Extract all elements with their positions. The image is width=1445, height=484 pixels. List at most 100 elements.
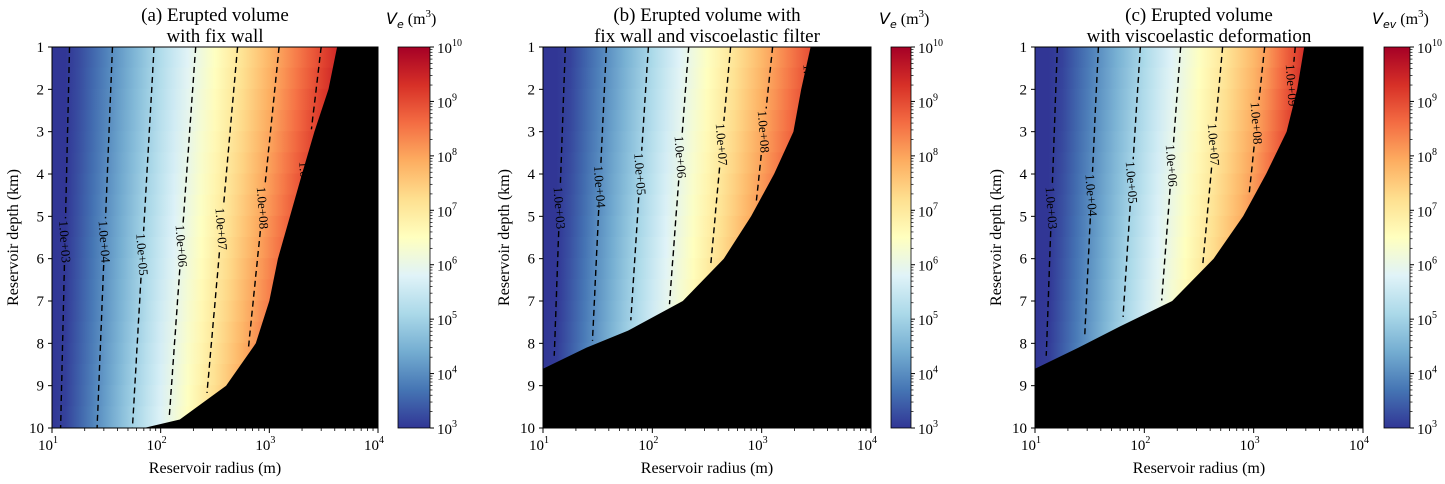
x-tick-label: 103 [255, 435, 275, 454]
contour-line [1045, 46, 1058, 356]
colorbar-tick-label: 108 [1417, 147, 1437, 166]
colorbar-tick-label: 107 [437, 201, 457, 220]
axes-frame [1034, 46, 1364, 429]
colorbar-tick-label: 1010 [918, 38, 943, 57]
chart-title-line: (c) Erupted volume [1125, 5, 1273, 26]
x-tick-label: 103 [1240, 435, 1260, 454]
colorbar-tick-label: 108 [437, 147, 457, 166]
contour-label: 1.0e+09 [800, 63, 818, 106]
colorbar-tick-label: 109 [1417, 92, 1437, 111]
y-tick-label: 5 [1020, 209, 1028, 225]
y-tick-label: 1 [528, 40, 536, 56]
y-tick-label: 9 [1020, 379, 1028, 395]
contour-line [1248, 46, 1266, 194]
no-eruption-region [1035, 47, 1363, 428]
chart-panel-c: 1.0e+03 1.0e+04 1.0e+05 1.0e+06 1.0e+07 1.0e+… [988, 5, 1442, 477]
y-tick-label: 10 [1012, 421, 1027, 437]
colorbar-tick-label: 104 [1417, 365, 1437, 384]
contour-line [553, 46, 566, 356]
chart-title-line: (a) Erupted volume [141, 5, 289, 26]
chart-title-line: with viscoelastic deformation [1087, 26, 1312, 47]
x-tick-label: 102 [147, 435, 167, 454]
y-axis-label: Reservoir depth (km) [496, 169, 513, 306]
colorbar [890, 46, 912, 429]
contour-line [630, 46, 650, 321]
contour-line [1084, 46, 1100, 338]
colorbar-tick-label: 103 [437, 419, 457, 438]
contour-label: 1.0e+06 [173, 224, 191, 268]
axes-frame [51, 46, 379, 429]
y-tick-label: 8 [528, 336, 536, 352]
contour-label: 1.0e+09 [296, 161, 314, 204]
x-tick-label: 104 [364, 435, 384, 454]
colorbar-tick-label: 1010 [437, 38, 462, 57]
heatmap-band [1035, 110, 1363, 133]
contour-line [1122, 46, 1142, 317]
contour-line [1202, 46, 1224, 264]
y-axis-label: Reservoir depth (km) [988, 169, 1005, 306]
colorbar-tick-label: 1010 [1417, 38, 1442, 57]
heatmap-band [543, 88, 871, 111]
y-tick-label: 4 [1020, 167, 1028, 183]
contour-label: 1.0e+07 [713, 123, 731, 167]
chart-title-line: (b) Erupted volume with [613, 5, 801, 26]
y-tick-label: 9 [528, 379, 536, 395]
y-tick-label: 8 [37, 336, 45, 352]
contour-line [168, 46, 197, 418]
contour-line [1293, 47, 1296, 62]
contour-line [755, 46, 774, 201]
contour-label: 1.0e+08 [755, 110, 773, 153]
colorbar-tick-label: 106 [437, 256, 457, 275]
contour-label: 1.0e+05 [1123, 161, 1141, 204]
y-tick-label: 9 [37, 379, 45, 395]
y-tick-label: 5 [37, 209, 45, 225]
chart-panel-b: 1.0e+03 1.0e+04 1.0e+05 1.0e+06 1.0e+07 1.0e+… [496, 5, 943, 477]
x-tick-label: 102 [638, 435, 658, 454]
y-tick-label: 2 [1020, 82, 1028, 98]
x-tick-label: 104 [857, 435, 877, 454]
colorbar-label: Ve (m3) [386, 8, 436, 31]
colorbar-tick-label: 105 [437, 310, 457, 329]
y-tick-label: 6 [1020, 252, 1028, 268]
contour-line [1161, 46, 1182, 301]
y-tick-label: 1 [1020, 40, 1028, 56]
colorbar-tick-label: 105 [1417, 310, 1437, 329]
colorbar-tick-label: 104 [437, 365, 457, 384]
colorbar-tick-label: 103 [918, 419, 938, 438]
contour-line [710, 46, 732, 264]
colorbar-tick-label: 106 [1417, 256, 1437, 275]
heatmap-band [1035, 88, 1363, 111]
x-tick-label: 101 [529, 435, 549, 454]
y-tick-label: 3 [1020, 125, 1028, 141]
y-tick-label: 5 [528, 209, 536, 225]
heatmap-band [543, 110, 871, 133]
contour-label: 1.0e+08 [254, 186, 272, 229]
y-tick-label: 4 [528, 167, 536, 183]
contour-label: 1.0e+07 [213, 207, 231, 251]
no-eruption-region [52, 47, 378, 428]
heatmap-band [52, 173, 378, 196]
y-tick-label: 2 [528, 82, 536, 98]
colorbar-tick-label: 109 [437, 92, 457, 111]
contour-line [668, 46, 690, 305]
colorbar-label: Ve (m3) [879, 8, 929, 31]
y-tick-label: 4 [37, 167, 45, 183]
colorbar-tick-label: 108 [918, 147, 938, 166]
colorbar-tick-label: 107 [918, 201, 938, 220]
contour-line [131, 46, 155, 429]
contour-line [96, 46, 114, 429]
x-axis-label: Reservoir radius (m) [1133, 460, 1265, 477]
chart-title-line: with fix wall [166, 26, 263, 47]
colorbar-tick-label: 109 [918, 92, 938, 111]
heatmap-band [52, 47, 378, 69]
contour-label: 1.0e+06 [672, 135, 690, 179]
contour-line [310, 46, 322, 130]
contour-label: 1.0e+03 [56, 220, 74, 263]
x-tick-label: 101 [1021, 435, 1041, 454]
y-tick-label: 10 [29, 421, 44, 437]
contour-line [247, 46, 280, 350]
heatmap-band [52, 88, 378, 111]
heatmap-band [52, 131, 378, 154]
colorbar [397, 46, 431, 429]
